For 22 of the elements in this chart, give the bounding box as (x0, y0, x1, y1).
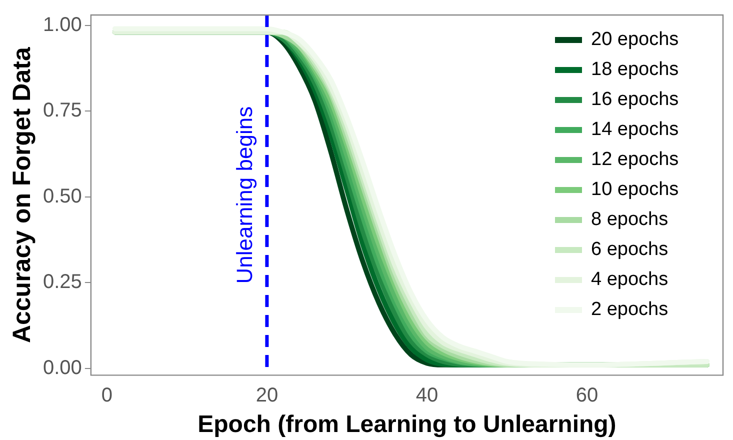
legend-label: 18 epochs (591, 59, 679, 80)
y-tick-label: 0.50 (42, 185, 82, 208)
legend-label: 8 epochs (591, 209, 668, 230)
x-tick-label: 60 (576, 384, 598, 407)
y-tick-label: 0.75 (42, 100, 82, 122)
legend-label: 20 epochs (591, 29, 679, 50)
legend-label: 14 epochs (591, 119, 679, 140)
y-tick-label: 0.00 (42, 356, 82, 379)
x-axis-title: Epoch (from Learning to Unlearning) (198, 411, 616, 438)
y-tick-label: 0.25 (42, 271, 82, 294)
y-tick-label: 1.00 (42, 14, 82, 36)
legend-label: 4 epochs (591, 269, 668, 290)
x-tick-label: 40 (416, 384, 438, 407)
ref-line-label: Unlearning begins (232, 106, 258, 284)
legend-label: 2 epochs (591, 299, 668, 320)
legend-label: 16 epochs (591, 89, 679, 110)
x-tick-label: 20 (256, 384, 278, 407)
legend-label: 6 epochs (591, 239, 668, 260)
legend-label: 12 epochs (591, 149, 679, 170)
legend-label: 10 epochs (591, 179, 679, 200)
y-axis-title: Accuracy on Forget Data (8, 46, 36, 344)
x-tick-label: 0 (101, 384, 112, 407)
